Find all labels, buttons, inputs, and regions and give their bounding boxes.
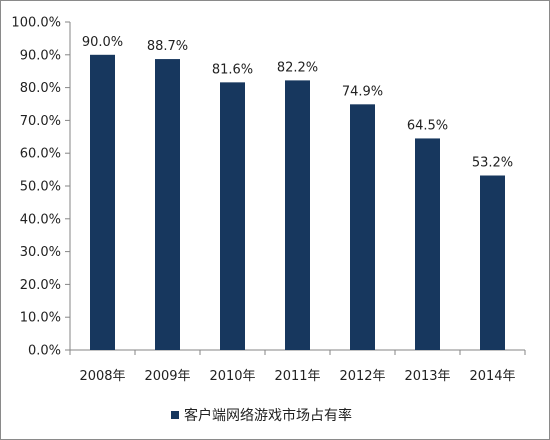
bar [415,138,440,350]
y-tick-label: 10.0% [20,311,61,326]
data-label: 64.5% [407,118,448,133]
legend-swatch [171,411,179,419]
y-tick-label: 40.0% [20,212,61,227]
legend-label: 客户端网络游戏市场占有率 [184,407,352,424]
data-label: 88.7% [147,39,188,54]
y-tick-label: 100.0% [11,16,61,31]
data-labels: 90.0% 88.7% 81.6% 82.2% 74.9% 64.5% 53.2% [82,35,513,171]
data-label: 90.0% [82,35,123,50]
bar [350,104,375,350]
y-tick-label: 70.0% [20,114,61,129]
data-label: 74.9% [342,84,383,99]
bar [480,175,505,350]
bar [285,80,310,350]
x-axis-categories: 2008年 2009年 2010年 2011年 2012年 2013年 2014年 [69,350,526,384]
x-category-label: 2008年 [79,369,125,384]
y-axis-ticks: 0.0% 10.0% 20.0% 30.0% 40.0% 50.0% 60.0% 70.0% 8… [11,16,70,359]
y-tick-label: 30.0% [20,245,61,260]
y-tick-label: 0.0% [28,344,61,359]
legend: 客户端网络游戏市场占有率 [171,407,352,424]
y-tick-label: 90.0% [20,48,61,63]
data-label: 82.2% [277,60,318,75]
y-tick-label: 60.0% [20,147,61,162]
y-tick-label: 50.0% [20,180,61,195]
bar [155,59,180,351]
x-category-label: 2013年 [404,369,450,384]
bar-series [90,54,505,351]
x-category-label: 2012年 [339,369,385,384]
bar [90,54,115,351]
bar [220,82,245,351]
x-category-label: 2009年 [144,369,190,384]
data-label: 81.6% [212,62,253,77]
data-label: 53.2% [472,156,513,171]
x-category-label: 2011年 [274,369,320,384]
y-tick-label: 80.0% [20,81,61,96]
x-category-label: 2010年 [209,369,255,384]
y-tick-label: 20.0% [20,278,61,293]
x-category-label: 2014年 [469,369,515,384]
